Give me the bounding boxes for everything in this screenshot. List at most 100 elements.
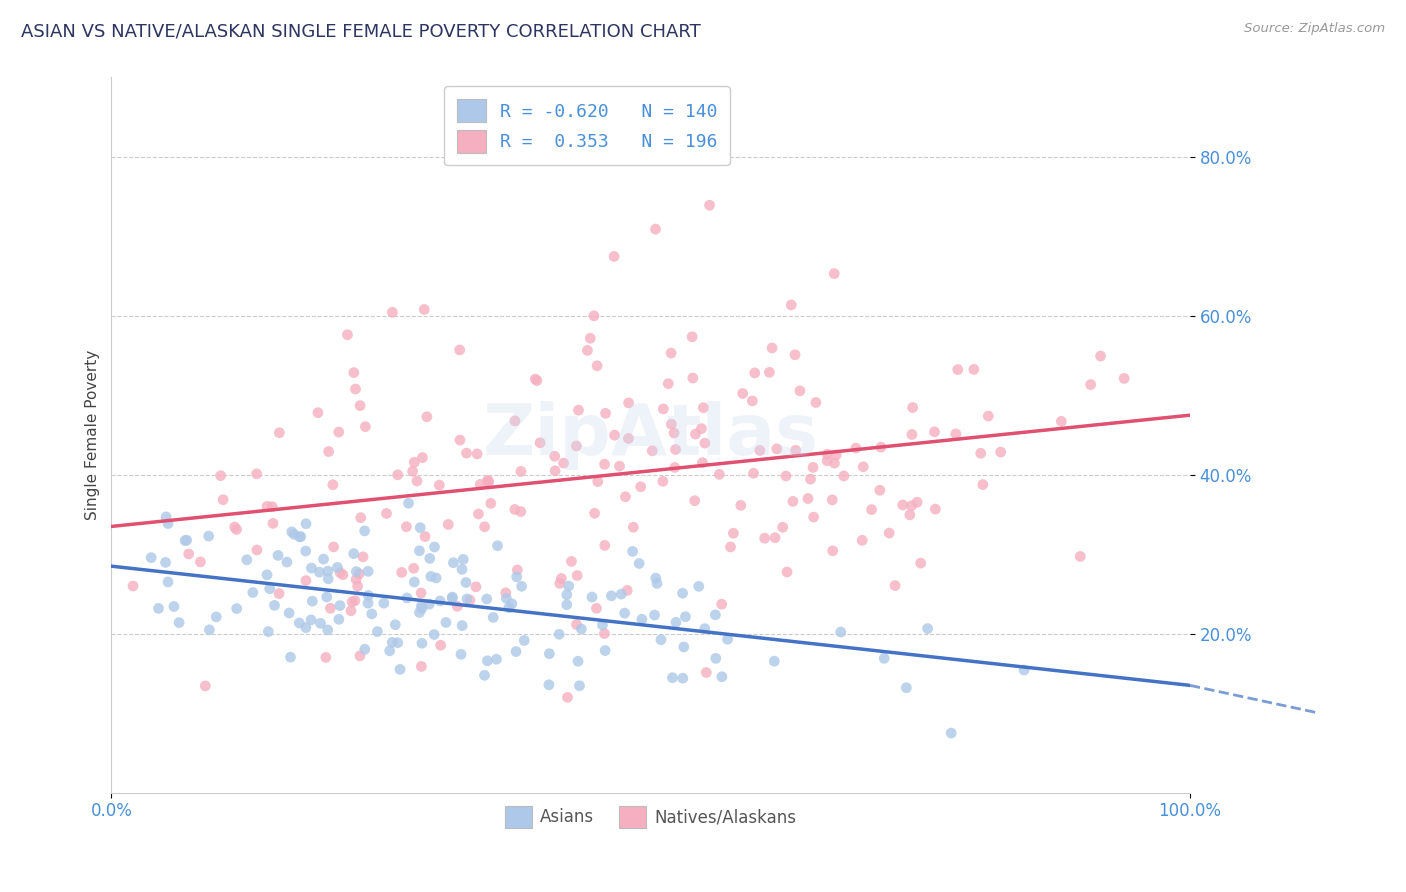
Point bbox=[568, 679, 591, 693]
Point bbox=[869, 483, 891, 498]
Point bbox=[283, 527, 305, 541]
Point bbox=[748, 443, 770, 458]
Point bbox=[256, 567, 278, 582]
Point bbox=[977, 409, 1000, 423]
Point bbox=[352, 549, 374, 564]
Point bbox=[673, 609, 696, 624]
Point bbox=[299, 613, 322, 627]
Point bbox=[454, 575, 477, 590]
Point bbox=[557, 579, 579, 593]
Point bbox=[789, 384, 811, 398]
Point bbox=[316, 623, 339, 637]
Point bbox=[141, 550, 163, 565]
Point bbox=[617, 432, 640, 446]
Point bbox=[212, 492, 235, 507]
Point bbox=[413, 530, 436, 544]
Point bbox=[972, 477, 994, 491]
Point bbox=[477, 474, 499, 488]
Point bbox=[378, 644, 401, 658]
Point bbox=[571, 622, 593, 636]
Point bbox=[845, 441, 868, 455]
Point bbox=[406, 474, 429, 488]
Point bbox=[263, 599, 285, 613]
Point bbox=[197, 529, 219, 543]
Text: ASIAN VS NATIVE/ALASKAN SINGLE FEMALE POVERTY CORRELATION CHART: ASIAN VS NATIVE/ALASKAN SINGLE FEMALE PO… bbox=[21, 22, 700, 40]
Point bbox=[526, 374, 548, 388]
Point bbox=[242, 585, 264, 599]
Point bbox=[451, 618, 474, 632]
Point bbox=[328, 612, 350, 626]
Point bbox=[544, 464, 567, 478]
Point bbox=[477, 654, 499, 668]
Point bbox=[644, 608, 666, 623]
Point bbox=[301, 594, 323, 608]
Point bbox=[477, 475, 499, 490]
Point bbox=[315, 590, 337, 604]
Point bbox=[155, 555, 177, 569]
Point bbox=[671, 586, 693, 600]
Point bbox=[482, 610, 505, 624]
Point bbox=[155, 509, 177, 524]
Point bbox=[262, 500, 284, 514]
Point bbox=[692, 401, 714, 415]
Point bbox=[664, 460, 686, 475]
Point bbox=[416, 409, 439, 424]
Point bbox=[357, 565, 380, 579]
Point bbox=[644, 222, 666, 236]
Point bbox=[650, 632, 672, 647]
Point bbox=[353, 642, 375, 657]
Point bbox=[555, 598, 578, 612]
Point bbox=[924, 425, 946, 439]
Point bbox=[672, 671, 695, 685]
Point bbox=[661, 671, 683, 685]
Point bbox=[429, 638, 451, 652]
Point bbox=[664, 442, 686, 457]
Point bbox=[451, 562, 474, 576]
Point bbox=[946, 362, 969, 376]
Point bbox=[366, 624, 388, 639]
Point bbox=[353, 524, 375, 538]
Point bbox=[328, 425, 350, 439]
Point bbox=[565, 439, 588, 453]
Point bbox=[688, 579, 710, 593]
Point bbox=[544, 449, 567, 463]
Point bbox=[498, 600, 520, 615]
Point bbox=[801, 460, 824, 475]
Point bbox=[322, 540, 344, 554]
Point bbox=[295, 516, 318, 531]
Point bbox=[595, 406, 617, 420]
Point bbox=[579, 331, 602, 345]
Point bbox=[224, 520, 246, 534]
Point bbox=[256, 500, 278, 514]
Point bbox=[763, 531, 786, 545]
Point bbox=[475, 592, 498, 607]
Point bbox=[884, 578, 907, 592]
Point bbox=[583, 506, 606, 520]
Point bbox=[259, 582, 281, 596]
Point bbox=[581, 590, 603, 604]
Point bbox=[513, 633, 536, 648]
Point bbox=[709, 467, 731, 482]
Point bbox=[419, 569, 441, 583]
Point bbox=[446, 599, 468, 614]
Point bbox=[278, 606, 301, 620]
Point bbox=[1114, 371, 1136, 385]
Point bbox=[509, 505, 531, 519]
Point bbox=[404, 455, 426, 469]
Point bbox=[395, 519, 418, 533]
Point bbox=[659, 346, 682, 360]
Point bbox=[495, 591, 517, 606]
Point bbox=[603, 249, 626, 263]
Point bbox=[1090, 349, 1112, 363]
Point bbox=[510, 579, 533, 593]
Point bbox=[486, 539, 509, 553]
Point bbox=[375, 507, 398, 521]
Point bbox=[449, 433, 471, 447]
Point bbox=[381, 635, 404, 649]
Point bbox=[122, 579, 145, 593]
Point bbox=[825, 448, 848, 462]
Point bbox=[823, 267, 845, 281]
Point bbox=[340, 604, 363, 618]
Point bbox=[163, 599, 186, 614]
Point bbox=[225, 601, 247, 615]
